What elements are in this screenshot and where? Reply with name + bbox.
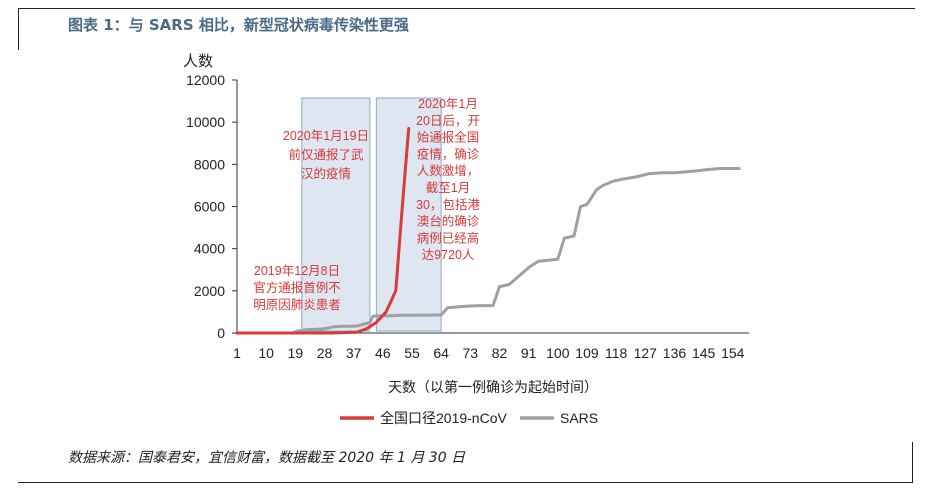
x-tick-label: 154 <box>721 345 745 361</box>
y-tick-label: 10000 <box>186 114 225 130</box>
frame-top-border <box>18 8 915 9</box>
annotation-line: 人数激增， <box>417 163 480 178</box>
annotation-line: 明原因肺炎患者 <box>253 298 341 312</box>
annotation-line: 20日后，开 <box>416 114 480 128</box>
y-tick-label: 8000 <box>194 156 225 172</box>
x-tick-label: 64 <box>433 345 449 361</box>
annotation-2: 2020年1月 20日后，开始通报全国疫情，确诊人数激增， 截至1月 30，包括港澳台… <box>416 97 480 262</box>
annotation-line: 前仅通报了武 <box>288 147 364 162</box>
legend-label-sars: SARS <box>560 410 598 426</box>
annotation-line: 始通报全国 <box>417 130 480 145</box>
y-tick-label: 4000 <box>194 241 225 257</box>
x-tick-label: 46 <box>375 345 391 361</box>
legend: 全国口径2019-nCoV SARS <box>340 410 598 426</box>
figure-source-note: 数据来源：国泰君安，宜信财富，数据截至 2020 年 1 月 30 日 <box>68 450 466 466</box>
series-line-ncov <box>235 127 411 335</box>
y-tick-label: 2000 <box>194 283 225 299</box>
ticks: 0 2000 4000 6000 8000 10000 12000 1 10 19 28 37 46 55… <box>186 72 745 361</box>
x-tick-label: 10 <box>258 345 274 361</box>
x-tick-label: 73 <box>463 345 479 361</box>
y-tick-label: 0 <box>217 325 225 341</box>
frame-right-border <box>912 442 913 482</box>
x-tick-label: 55 <box>404 345 420 361</box>
x-tick-label: 82 <box>492 345 508 361</box>
annotation-line: 澳台的确诊 <box>417 214 480 229</box>
x-tick-label: 1 <box>233 345 241 361</box>
x-tick-label: 91 <box>521 345 537 361</box>
figure-title: 图表 1：与 SARS 相比，新型冠状病毒传染性更强 <box>68 16 409 34</box>
annotation-line: 官方通报首例不 <box>253 280 341 295</box>
annotation-line: 病例已经高 <box>417 230 480 245</box>
series <box>235 127 741 335</box>
y-axis-label: 人数 <box>183 53 213 70</box>
x-tick-label: 19 <box>288 345 304 361</box>
x-tick-label: 145 <box>692 345 716 361</box>
annotation-1: 2020年1月19日前仅通报了武汉的疫情 <box>283 129 369 181</box>
annotation-3: 2019年12月8日官方通报首例不明原因肺炎患者 <box>253 264 341 312</box>
x-tick-label: 100 <box>546 345 570 361</box>
x-tick-label: 118 <box>605 345 628 361</box>
x-tick-label: 109 <box>575 345 599 361</box>
frame-bottom-border <box>18 482 913 483</box>
y-tick-label: 12000 <box>186 72 225 88</box>
annotation-line: 截至1月 <box>426 181 470 195</box>
annotations: 2020年1月19日前仅通报了武汉的疫情 2020年1月 20日后，开始通报全国疫情… <box>253 97 480 312</box>
frame-left-border <box>18 8 19 50</box>
legend-label-ncov: 全国口径2019-nCoV <box>380 410 507 426</box>
x-tick-label: 37 <box>346 345 362 361</box>
annotation-line: 2019年12月8日 <box>254 264 340 278</box>
annotation-line: 疫情，确诊 <box>417 146 480 161</box>
y-tick-label: 6000 <box>194 199 225 215</box>
annotation-line: 2020年1月19日 <box>283 129 369 143</box>
x-tick-label: 127 <box>634 345 658 361</box>
x-tick-label: 28 <box>317 345 333 361</box>
annotation-line: 汉的疫情 <box>301 166 351 181</box>
annotation-line: 30，包括港 <box>416 197 480 212</box>
shaded-region-1 <box>301 97 371 332</box>
annotation-line: 达9720人 <box>422 248 475 262</box>
x-tick-label: 136 <box>663 345 687 361</box>
annotation-line: 2020年1月 <box>418 97 478 111</box>
x-axis-label: 天数（以第一例确诊为起始时间） <box>388 379 598 395</box>
series-line-sars <box>235 167 741 335</box>
